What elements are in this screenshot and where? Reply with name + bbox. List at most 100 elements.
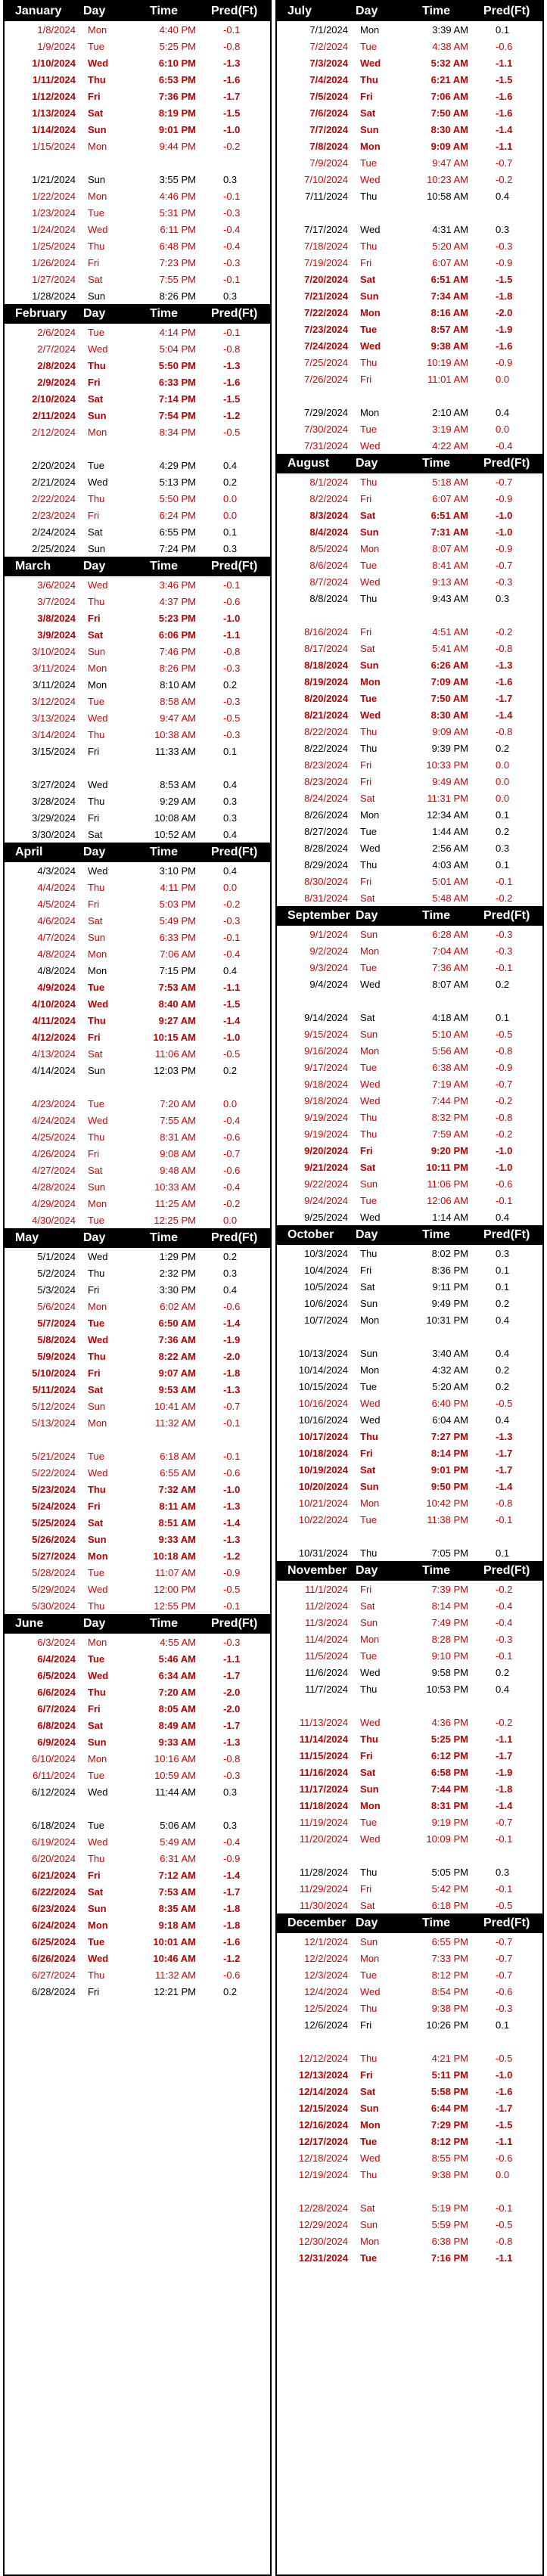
- tide-time: 4:51 AM: [432, 625, 468, 638]
- tide-day: Tue: [360, 1513, 377, 1525]
- tide-time: 7:12 AM: [158, 1869, 196, 1881]
- tide-day: Mon: [88, 662, 107, 674]
- tide-time: 5:05 PM: [431, 1866, 468, 1878]
- tide-day: Thu: [88, 881, 105, 893]
- tide-prediction: -1.8: [496, 290, 513, 302]
- tide-prediction: 0.4: [496, 1211, 510, 1223]
- tide-day: Thu: [88, 1267, 105, 1279]
- tide-prediction: -0.1: [223, 931, 241, 943]
- tide-day: Sat: [360, 2202, 375, 2214]
- tide-date: 10/17/2024: [298, 1430, 348, 1442]
- tide-day: Mon: [88, 1919, 108, 1931]
- tide-date: 5/30/2024: [32, 1600, 76, 1612]
- day-column-header: Day: [356, 1228, 378, 1241]
- tide-row: 11/17/2024 Sun 7:44 PM -1.8: [277, 1780, 542, 1797]
- tide-date: 11/20/2024: [299, 1833, 348, 1845]
- tide-time: 5:42 PM: [431, 1882, 468, 1895]
- tide-day: Tue: [360, 1061, 377, 1073]
- tide-day: Mon: [360, 23, 380, 36]
- tide-day: Mon: [88, 1417, 107, 1429]
- tide-row: 5/27/2024 Mon 10:18 AM -1.2: [5, 1547, 270, 1564]
- tide-row: 6/10/2024 Mon 10:16 AM -0.8: [5, 1750, 270, 1767]
- tide-day: Thu: [360, 240, 378, 252]
- tide-prediction: -1.8: [223, 1902, 241, 1914]
- row-gap: [277, 1328, 542, 1345]
- tide-prediction: 0.0: [223, 509, 238, 521]
- row-gap: [277, 992, 542, 1009]
- tide-prediction: 0.0: [496, 2168, 510, 2180]
- tide-row: 7/8/2024 Mon 9:09 AM -1.1: [277, 138, 542, 154]
- tide-date: 5/28/2024: [32, 1566, 76, 1578]
- tide-day: Wed: [360, 1414, 381, 1426]
- tide-date: 12/15/2024: [298, 2102, 348, 2114]
- tide-prediction: 0.1: [496, 808, 510, 821]
- tide-date: 5/10/2024: [32, 1367, 76, 1379]
- tide-day: Thu: [88, 1600, 105, 1612]
- tide-date: 7/30/2024: [304, 423, 348, 435]
- tide-time: 3:19 AM: [432, 423, 468, 435]
- row-gap: [277, 1847, 542, 1864]
- tide-date: 6/23/2024: [32, 1902, 76, 1914]
- tide-prediction: -0.5: [496, 1899, 513, 1911]
- time-column-header: Time: [421, 1228, 451, 1241]
- tide-row: 1/28/2024 Sun 8:26 PM 0.3: [5, 287, 270, 304]
- tide-date: 4/12/2024: [32, 1031, 76, 1043]
- tide-time: 11:07 AM: [155, 1566, 196, 1578]
- tide-time: 5:32 AM: [430, 57, 468, 69]
- tide-day: Fri: [88, 1147, 100, 1159]
- tide-day: Fri: [88, 1500, 101, 1512]
- tide-day: Tue: [360, 1816, 377, 1828]
- tide-date: 4/4/2024: [37, 881, 76, 893]
- tide-time: 4:37 PM: [159, 595, 196, 607]
- tide-prediction: -1.6: [496, 675, 513, 687]
- tide-day: Sat: [360, 1463, 376, 1476]
- tide-date: 10/6/2024: [304, 1297, 348, 1309]
- tide-row: 7/7/2024 Sun 8:30 AM -1.4: [277, 121, 542, 138]
- tide-day: Fri: [88, 745, 100, 757]
- tide-prediction: -0.3: [223, 914, 241, 926]
- tide-prediction: 0.1: [496, 23, 510, 36]
- tide-prediction: -1.4: [496, 1799, 513, 1811]
- tide-prediction: -1.9: [496, 323, 513, 335]
- tide-prediction: 0.1: [496, 2019, 510, 2031]
- tide-time: 10:31 PM: [426, 1314, 468, 1326]
- day-column-header: Day: [356, 457, 378, 470]
- tide-row: 6/25/2024 Tue 10:01 AM -1.6: [5, 1933, 270, 1950]
- tide-row: 6/12/2024 Wed 11:44 AM 0.3: [5, 1783, 270, 1800]
- tide-row: 5/30/2024 Thu 12:55 PM -0.1: [5, 1597, 270, 1614]
- tide-day: Tue: [88, 459, 104, 471]
- tide-date: 8/20/2024: [304, 692, 348, 704]
- tide-day: Mon: [88, 678, 107, 691]
- tide-day: Tue: [360, 559, 377, 571]
- month-header: July Day Time Pred(Ft): [277, 2, 542, 21]
- tide-time: 6:55 AM: [160, 1466, 196, 1479]
- tide-prediction: 0.4: [496, 190, 510, 202]
- tide-time: 6:51 AM: [430, 509, 468, 521]
- tide-prediction: -1.3: [223, 1383, 241, 1395]
- tide-prediction: -0.6: [496, 1178, 513, 1190]
- month-header: October Day Time Pred(Ft): [277, 1225, 542, 1245]
- day-column-header: Day: [356, 909, 378, 922]
- tide-row: 12/4/2024 Wed 8:54 PM -0.6: [277, 1983, 542, 2000]
- tide-prediction: -0.8: [496, 642, 513, 654]
- tide-time: 6:34 AM: [158, 1669, 196, 1681]
- tide-date: 1/15/2024: [32, 140, 76, 152]
- tide-row: 4/23/2024 Tue 7:20 AM 0.0: [5, 1095, 270, 1112]
- tide-prediction: 0.4: [223, 964, 238, 976]
- tide-time: 9:50 PM: [430, 1480, 468, 1492]
- tide-day: Wed: [88, 1786, 108, 1798]
- tide-prediction: -2.0: [223, 1686, 241, 1698]
- tide-time: 10:18 AM: [153, 1550, 196, 1562]
- tide-time: 3:39 AM: [432, 23, 468, 36]
- tide-time: 5:46 AM: [158, 1653, 196, 1665]
- tide-row: 9/21/2024 Sat 10:11 PM -1.0: [277, 1159, 542, 1175]
- tide-day: Mon: [88, 1197, 107, 1209]
- tide-row: 7/18/2024 Thu 5:20 AM -0.3: [277, 237, 542, 254]
- tide-prediction: -0.9: [496, 356, 513, 368]
- time-column-header: Time: [149, 560, 179, 573]
- tide-prediction: -0.1: [223, 326, 241, 338]
- tide-time: 8:31 PM: [430, 1799, 468, 1811]
- tide-date: 5/6/2024: [37, 1300, 76, 1312]
- tide-day: Sun: [360, 1783, 379, 1795]
- tide-row: 6/8/2024 Sat 8:49 AM -1.7: [5, 1717, 270, 1733]
